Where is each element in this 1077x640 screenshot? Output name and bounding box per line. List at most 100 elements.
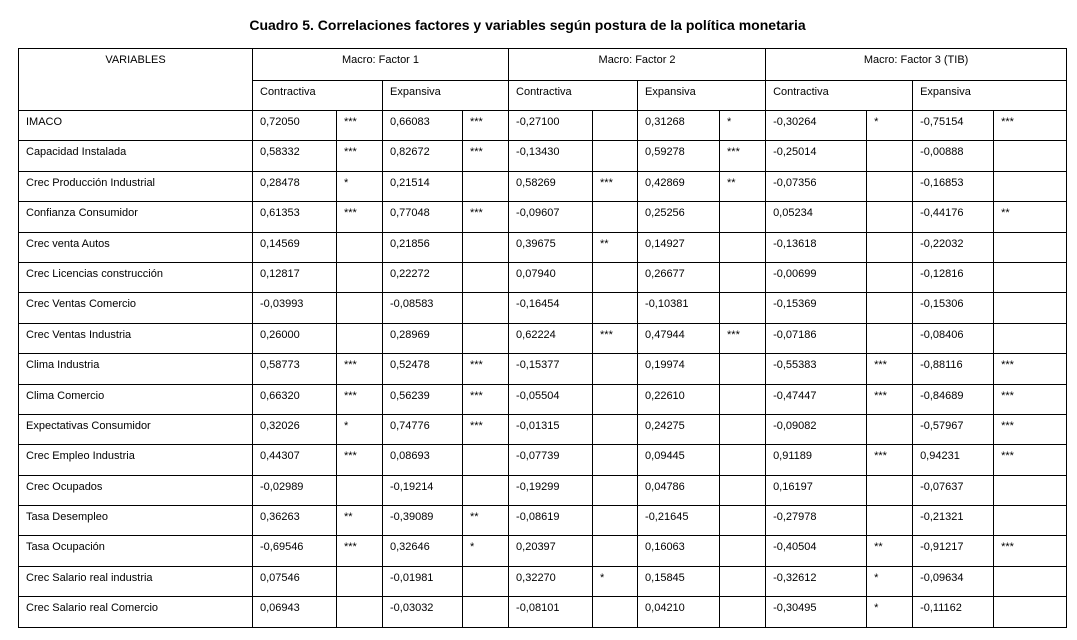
correlation-value: 0,42869: [637, 170, 721, 203]
correlation-value: 0,16063: [637, 535, 721, 567]
significance: [993, 505, 1068, 537]
correlation-value: 0,28969: [382, 322, 463, 355]
significance: [866, 231, 914, 263]
row-label: Crec venta Autos: [18, 231, 253, 263]
significance: [866, 261, 914, 294]
correlation-value: -0,27978: [765, 505, 868, 537]
significance: ***: [866, 444, 914, 476]
significance: [719, 261, 767, 294]
correlation-value: -0,13430: [508, 140, 594, 172]
correlation-value: -0,75154: [912, 109, 995, 142]
correlation-value: -0,21321: [912, 505, 995, 537]
significance: [719, 565, 767, 598]
significance: [719, 474, 767, 507]
significance: [719, 201, 767, 233]
correlation-value: -0,13618: [765, 231, 868, 263]
correlation-value: 0,04786: [637, 474, 721, 507]
correlation-value: -0,16454: [508, 292, 594, 324]
row-label: Tasa Desempleo: [18, 505, 253, 537]
significance: [461, 170, 510, 203]
correlation-value: -0,09607: [508, 201, 594, 233]
significance: **: [592, 231, 639, 263]
correlation-value: 0,74776: [382, 413, 463, 446]
significance: [461, 565, 510, 598]
significance: **: [993, 201, 1068, 233]
significance: [993, 474, 1068, 507]
correlation-value: 0,36263: [252, 505, 337, 537]
correlation-value: -0,12816: [912, 261, 995, 294]
significance: [592, 596, 639, 628]
significance: *: [336, 413, 383, 446]
significance: [866, 474, 914, 507]
correlation-value: 0,15845: [637, 565, 721, 598]
table-row: Capacidad Instalada 0,58332 *** 0,82672 *** -…: [18, 140, 1068, 172]
correlation-value: -0,21645: [637, 505, 721, 537]
correlation-value: 0,08693: [382, 444, 463, 476]
correlation-value: 0,56239: [382, 383, 463, 415]
significance: [592, 444, 639, 476]
correlation-value: 0,39675: [508, 231, 594, 263]
significance: ***: [336, 353, 383, 385]
significance: ***: [993, 353, 1068, 385]
correlation-value: -0,25014: [765, 140, 868, 172]
correlation-value: -0,02989: [252, 474, 337, 507]
significance: [592, 353, 639, 385]
correlation-value: 0,26000: [252, 322, 337, 355]
significance: [592, 201, 639, 233]
correlation-value: 0,14927: [637, 231, 721, 263]
correlation-value: 0,62224: [508, 322, 594, 355]
correlation-value: -0,32612: [765, 565, 868, 598]
correlation-value: 0,28478: [252, 170, 337, 203]
sub-header: Contractiva: [252, 80, 383, 111]
significance: [993, 261, 1068, 294]
correlation-value: 0,31268: [637, 109, 721, 142]
correlation-value: -0,09082: [765, 413, 868, 446]
significance: ***: [461, 109, 510, 142]
correlation-value: -0,08406: [912, 322, 995, 355]
table-row: Tasa Desempleo 0,36263 ** -0,39089 ** -0,0861…: [18, 505, 1068, 537]
correlation-value: 0,26677: [637, 261, 721, 294]
significance: [592, 413, 639, 446]
correlation-value: 0,04210: [637, 596, 721, 628]
table-row: Clima Comercio 0,66320 *** 0,56239 *** -0,055…: [18, 383, 1068, 415]
significance: [993, 565, 1068, 598]
significance: ***: [592, 170, 639, 203]
correlation-value: 0,19974: [637, 353, 721, 385]
correlation-value: -0,07356: [765, 170, 868, 203]
correlation-value: -0,08101: [508, 596, 594, 628]
table-row: Crec Empleo Industria 0,44307 *** 0,08693 -0…: [18, 444, 1068, 476]
correlation-value: 0,58269: [508, 170, 594, 203]
significance: [336, 231, 383, 263]
correlation-value: 0,12817: [252, 261, 337, 294]
correlation-value: -0,08583: [382, 292, 463, 324]
correlation-value: 0,25256: [637, 201, 721, 233]
row-label: Capacidad Instalada: [18, 140, 253, 172]
table-row: Clima Industria 0,58773 *** 0,52478 *** -0,15…: [18, 353, 1068, 385]
correlation-value: -0,57967: [912, 413, 995, 446]
correlation-value: 0,21514: [382, 170, 463, 203]
significance: [993, 170, 1068, 203]
correlation-value: 0,91189: [765, 444, 868, 476]
correlation-value: -0,88116: [912, 353, 995, 385]
significance: [993, 292, 1068, 324]
correlation-value: 0,58773: [252, 353, 337, 385]
correlation-value: -0,15306: [912, 292, 995, 324]
significance: **: [461, 505, 510, 537]
table-title: Cuadro 5. Correlaciones factores y varia…: [249, 17, 806, 33]
correlation-value: -0,07637: [912, 474, 995, 507]
table-row: Crec Licencias construcción 0,12817 0,2227…: [18, 261, 1068, 294]
correlation-value: -0,84689: [912, 383, 995, 415]
table-row: Contractiva Expansiva Contractiva Expansiva…: [19, 80, 1068, 111]
significance: ***: [461, 201, 510, 233]
correlation-value: -0,55383: [765, 353, 868, 385]
group-header: Macro: Factor 3 (TIB): [765, 48, 1068, 81]
correlation-value: 0,72050: [252, 109, 337, 142]
correlation-value: 0,32026: [252, 413, 337, 446]
correlation-value: -0,39089: [382, 505, 463, 537]
sub-header: Expansiva: [381, 80, 510, 111]
significance: **: [719, 170, 767, 203]
correlation-value: -0,69546: [252, 535, 337, 567]
correlation-value: 0,07940: [508, 261, 594, 294]
significance: [461, 231, 510, 263]
